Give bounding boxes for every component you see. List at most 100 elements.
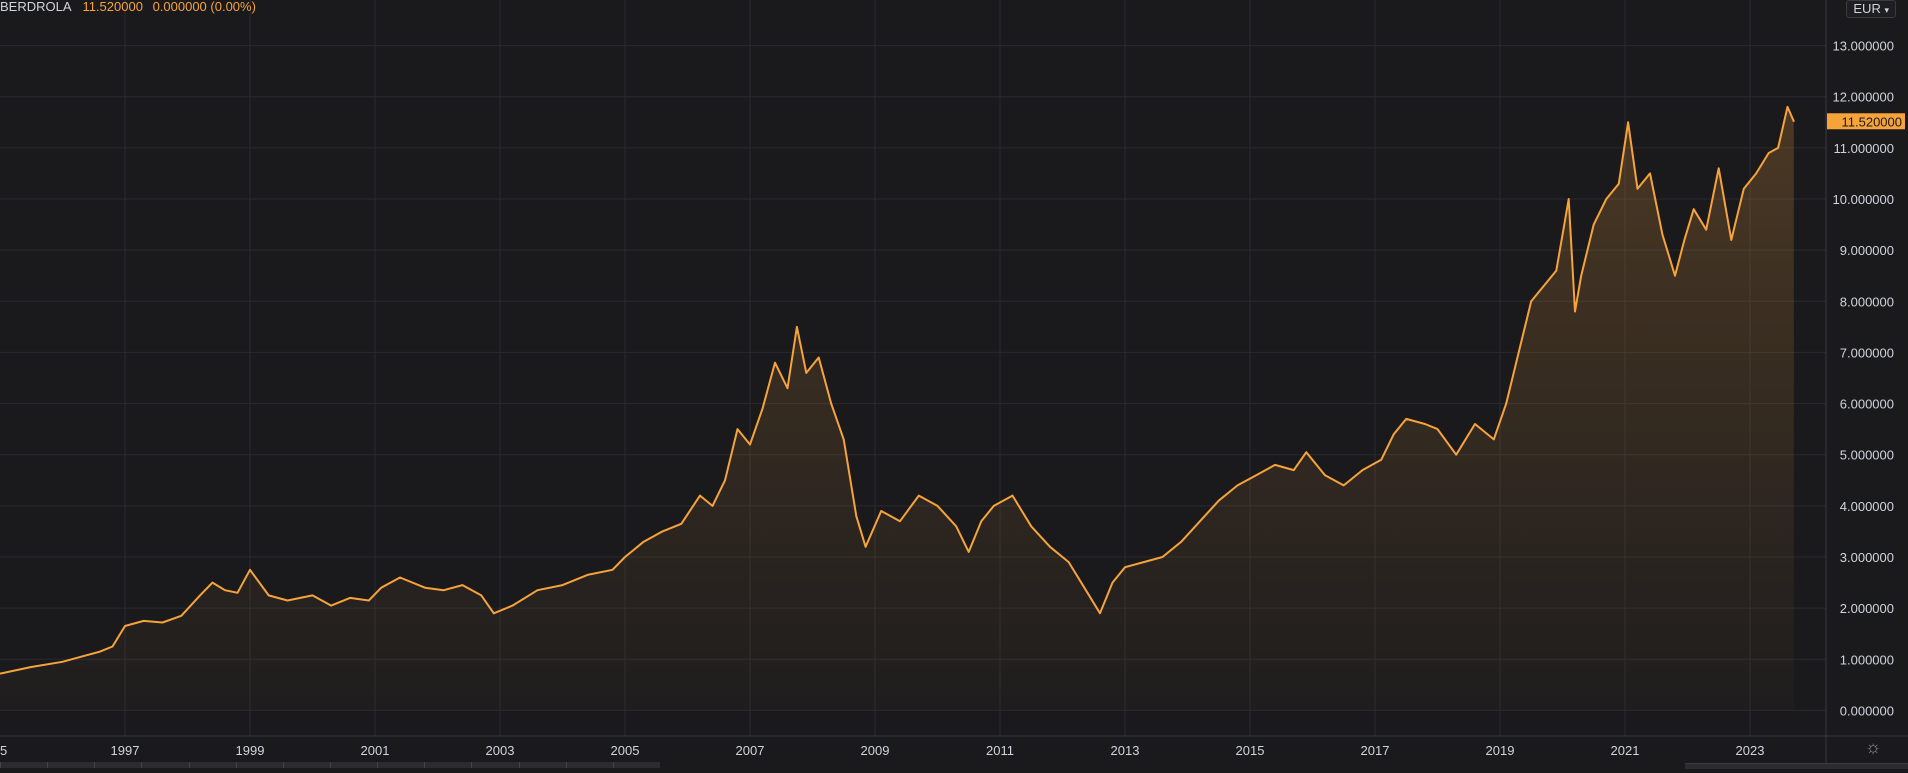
data-point (249, 568, 251, 571)
data-point (224, 589, 226, 592)
last-price-label: 11.520000 (1842, 114, 1903, 129)
legend-value: 11.520000 (82, 0, 143, 14)
data-point (864, 545, 867, 548)
data-point (680, 522, 683, 525)
data-point (1436, 428, 1439, 430)
data-point (1324, 474, 1326, 476)
data-point (236, 592, 239, 594)
data-point (1342, 484, 1345, 487)
data-point (1361, 469, 1364, 471)
data-point (955, 525, 958, 528)
data-point (936, 505, 939, 507)
x-tick-label: 2017 (1361, 743, 1390, 758)
data-point (1592, 223, 1595, 226)
data-point (624, 556, 626, 558)
y-tick-label: 13.000000 (1833, 39, 1894, 54)
data-point (1505, 402, 1508, 405)
y-tick-label: 8.000000 (1840, 294, 1894, 309)
data-point (1580, 274, 1583, 277)
data-point (1099, 612, 1101, 615)
range-tab[interactable] (377, 762, 425, 768)
data-point (1627, 121, 1629, 124)
range-tab[interactable] (235, 762, 283, 768)
range-tab[interactable] (424, 762, 472, 768)
data-point (311, 594, 314, 597)
data-point (1574, 310, 1576, 313)
chart-legend: BERDROLA 11.520000 0.000000 (0.00%) (0, 0, 256, 16)
data-point (536, 589, 539, 592)
y-tick-label: 12.000000 (1833, 90, 1894, 105)
y-tick-label: 10.000000 (1833, 192, 1894, 207)
data-point (842, 438, 845, 441)
series-line (0, 105, 1795, 675)
data-point (855, 515, 858, 517)
range-tab[interactable] (0, 762, 48, 768)
x-tick-label: 2003 (486, 743, 515, 758)
x-tick-label: 2001 (361, 743, 390, 758)
data-point (1305, 451, 1308, 453)
data-point (1217, 499, 1220, 502)
range-tab[interactable] (47, 762, 95, 768)
data-point (1255, 474, 1258, 476)
data-point (1777, 147, 1779, 149)
data-point (367, 599, 370, 602)
range-tab[interactable] (518, 762, 566, 768)
data-point (1086, 592, 1089, 594)
range-tab[interactable] (565, 762, 613, 768)
data-point (1649, 172, 1651, 175)
currency-selector[interactable]: EUR ▾ (1846, 0, 1896, 18)
data-point (561, 584, 564, 586)
data-point (1683, 239, 1686, 241)
range-tab[interactable] (329, 762, 378, 768)
data-point (1049, 545, 1051, 548)
data-point (1792, 120, 1795, 123)
data-point (749, 443, 751, 446)
data-point (1705, 228, 1708, 231)
range-tab[interactable] (282, 762, 330, 768)
gear-icon[interactable]: ☼ (1864, 737, 1882, 757)
range-tab[interactable] (471, 762, 519, 768)
horizontal-scrollbar[interactable] (1685, 763, 1908, 769)
data-point (724, 479, 726, 482)
time-range-strip[interactable] (0, 762, 660, 768)
data-point (1786, 106, 1789, 108)
data-point (1517, 351, 1520, 354)
data-point (1730, 239, 1733, 241)
range-tab[interactable] (612, 762, 660, 768)
data-point (124, 625, 126, 627)
data-point (1142, 561, 1145, 563)
x-tick-label: 2007 (736, 743, 765, 758)
data-point (1492, 438, 1495, 441)
data-point (1067, 561, 1070, 563)
data-point (1424, 423, 1426, 425)
y-tick-label: 0.000000 (1840, 703, 1894, 718)
data-point (805, 372, 808, 374)
data-point (1199, 520, 1201, 522)
data-point (61, 661, 64, 663)
x-tick-label: 2013 (1111, 743, 1140, 758)
range-tab[interactable] (141, 762, 189, 768)
data-point (586, 574, 589, 576)
range-tab[interactable] (94, 762, 142, 768)
data-point (1617, 182, 1620, 185)
data-point (161, 621, 164, 624)
range-tab[interactable] (188, 762, 236, 768)
data-point (1030, 525, 1033, 528)
data-point (880, 510, 883, 512)
data-point (1455, 453, 1458, 456)
data-point (1567, 198, 1570, 200)
data-point (1392, 433, 1395, 436)
data-point (180, 615, 183, 617)
data-point (817, 356, 820, 359)
data-point (1605, 198, 1608, 200)
x-tick-label: 2023 (1736, 743, 1765, 758)
data-point (761, 407, 764, 410)
y-tick-label: 3.000000 (1840, 550, 1894, 565)
data-point (1236, 484, 1239, 487)
y-tick-label: 2.000000 (1840, 601, 1894, 616)
data-point (349, 597, 351, 599)
data-point (711, 505, 714, 507)
y-tick-label: 4.000000 (1840, 499, 1894, 514)
